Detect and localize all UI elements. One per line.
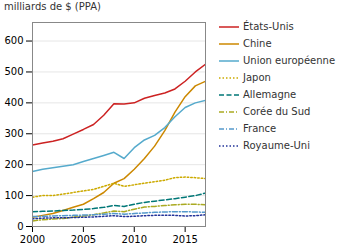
svg-text:400: 400	[4, 97, 23, 108]
html-text:Allemagne: Allemagne	[243, 89, 297, 100]
html-text:Japon: Japon	[243, 72, 271, 83]
svg-text:2010: 2010	[122, 234, 147, 245]
html-text:Chine: Chine	[243, 38, 272, 49]
html-text:milliards de $ (PPA): milliards de $ (PPA)	[4, 1, 101, 12]
svg-text:2000: 2000	[20, 234, 45, 245]
svg-text:2005: 2005	[71, 234, 96, 245]
html-text:États-Unis: États-Unis	[243, 21, 294, 32]
html-text:Union européenne: Union européenne	[243, 55, 336, 66]
html-text:Royaume-Uni: Royaume-Uni	[243, 140, 310, 151]
svg-text:500: 500	[4, 66, 23, 77]
svg-text:0: 0	[17, 221, 23, 232]
html-text:France: France	[243, 123, 277, 134]
svg-text:100: 100	[4, 190, 23, 201]
svg-text:600: 600	[4, 35, 23, 46]
svg-text:2015: 2015	[172, 234, 197, 245]
html-text:Corée du Sud: Corée du Sud	[243, 106, 311, 117]
svg-text:300: 300	[4, 128, 23, 139]
svg-text:200: 200	[4, 159, 23, 170]
